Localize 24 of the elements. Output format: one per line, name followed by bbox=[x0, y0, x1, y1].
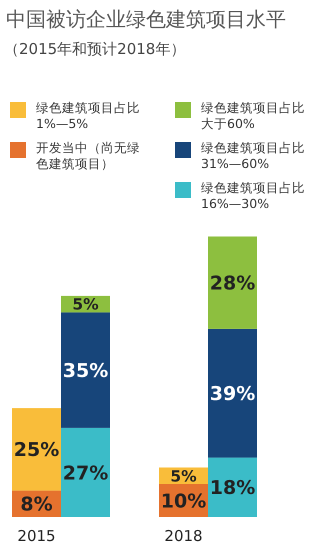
bar bbox=[12, 408, 61, 491]
data-label: 25% bbox=[14, 439, 60, 462]
legend-label: 绿色建筑项目占比31%—60% bbox=[201, 140, 306, 172]
x-tick-label: 2015 bbox=[17, 527, 56, 545]
data-label: 5% bbox=[170, 467, 198, 486]
data-label: 35% bbox=[62, 360, 108, 382]
data-label: 8% bbox=[20, 494, 53, 516]
data-label: 39% bbox=[210, 383, 256, 406]
x-tick-label: 2018 bbox=[164, 527, 203, 545]
legend-label: 绿色建筑项目占比16%—30% bbox=[201, 180, 306, 212]
data-label: 5% bbox=[72, 296, 100, 314]
data-label: 18% bbox=[210, 477, 256, 500]
data-label: 28% bbox=[210, 272, 256, 295]
data-label: 27% bbox=[62, 462, 108, 484]
chart-subtitle: （2015年和预计2018年） bbox=[4, 40, 186, 59]
bar bbox=[61, 428, 110, 517]
legend-label: 绿色建筑项目占比大于60% bbox=[201, 100, 306, 132]
chart-title: 中国被访企业绿色建筑项目水平 bbox=[6, 6, 286, 33]
legend-label: 开发当中（尚无绿色建筑项目） bbox=[36, 140, 141, 172]
legend-label: 绿色建筑项目占比1%—5% bbox=[36, 100, 141, 132]
bar bbox=[208, 328, 257, 458]
bar bbox=[61, 312, 110, 428]
data-label: 10% bbox=[160, 490, 206, 512]
bar bbox=[208, 236, 257, 329]
